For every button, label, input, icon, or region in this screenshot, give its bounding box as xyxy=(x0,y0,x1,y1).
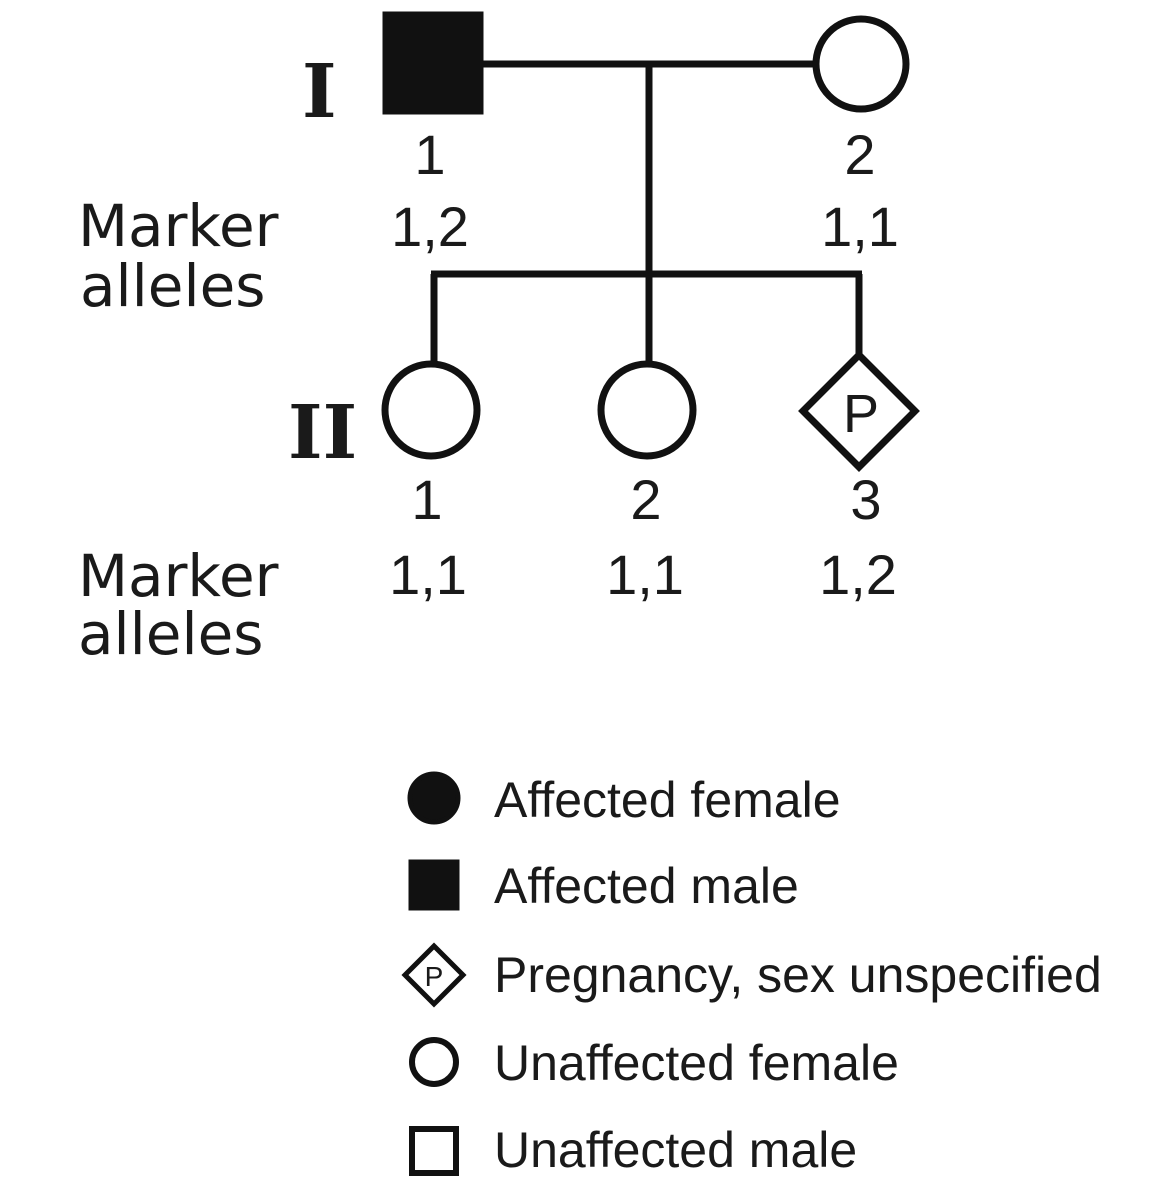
individual-II-3-alleles: 1,2 xyxy=(819,543,897,606)
unaffected-female-icon xyxy=(409,1037,459,1087)
individual-II-1-alleles: 1,1 xyxy=(389,543,467,606)
pregnancy-icon: P xyxy=(401,942,467,1008)
individual-II-2-alleles: 1,1 xyxy=(606,543,684,606)
individual-II-3-number: 3 xyxy=(850,468,881,531)
legend-label: Pregnancy, sex unspecified xyxy=(494,947,1102,1003)
individual-II-1-number: 1 xyxy=(411,468,442,531)
marker-label-line2-gen1: alleles xyxy=(80,252,265,320)
marker-label-line1-gen2: Marker xyxy=(78,542,279,610)
legend-pregnancy-mark: P xyxy=(425,961,444,992)
legend: Affected female Affected male P Pregnanc… xyxy=(401,771,1102,1178)
affected-male-icon xyxy=(408,859,460,911)
individual-I-1-affected-male-symbol xyxy=(382,11,484,115)
legend-item-affected-male: Affected male xyxy=(408,858,799,914)
individual-II-2-unaffected-female-symbol xyxy=(597,360,697,460)
legend-label: Affected female xyxy=(494,772,841,828)
generation-label-1: I xyxy=(302,49,337,135)
legend-label: Affected male xyxy=(494,858,799,914)
individual-I-1-number: 1 xyxy=(414,123,445,186)
unaffected-male-icon xyxy=(409,1126,459,1176)
individual-II-2-number: 2 xyxy=(630,468,661,531)
pregnancy-mark: P xyxy=(843,384,879,444)
individual-I-1-alleles: 1,2 xyxy=(391,195,469,258)
generation-label-2: II xyxy=(288,390,357,476)
individual-I-2-alleles: 1,1 xyxy=(821,195,899,258)
individual-II-1-unaffected-female-symbol xyxy=(381,360,481,460)
marker-label-line2-gen2: alleles xyxy=(78,600,263,668)
individual-II-3-pregnancy-symbol: P xyxy=(798,350,920,472)
marker-label-line1-gen1: Marker xyxy=(78,192,279,260)
individual-I-2-unaffected-female-symbol xyxy=(812,15,910,113)
legend-label: Unaffected male xyxy=(494,1122,857,1178)
legend-label: Unaffected female xyxy=(494,1035,899,1091)
legend-item-pregnancy: P Pregnancy, sex unspecified xyxy=(401,942,1102,1008)
legend-item-affected-female: Affected female xyxy=(407,771,841,828)
legend-item-unaffected-female: Unaffected female xyxy=(409,1035,899,1091)
sibship-line xyxy=(430,270,863,362)
affected-female-icon xyxy=(407,771,461,825)
legend-item-unaffected-male: Unaffected male xyxy=(409,1122,857,1178)
individual-I-2-number: 2 xyxy=(844,123,875,186)
